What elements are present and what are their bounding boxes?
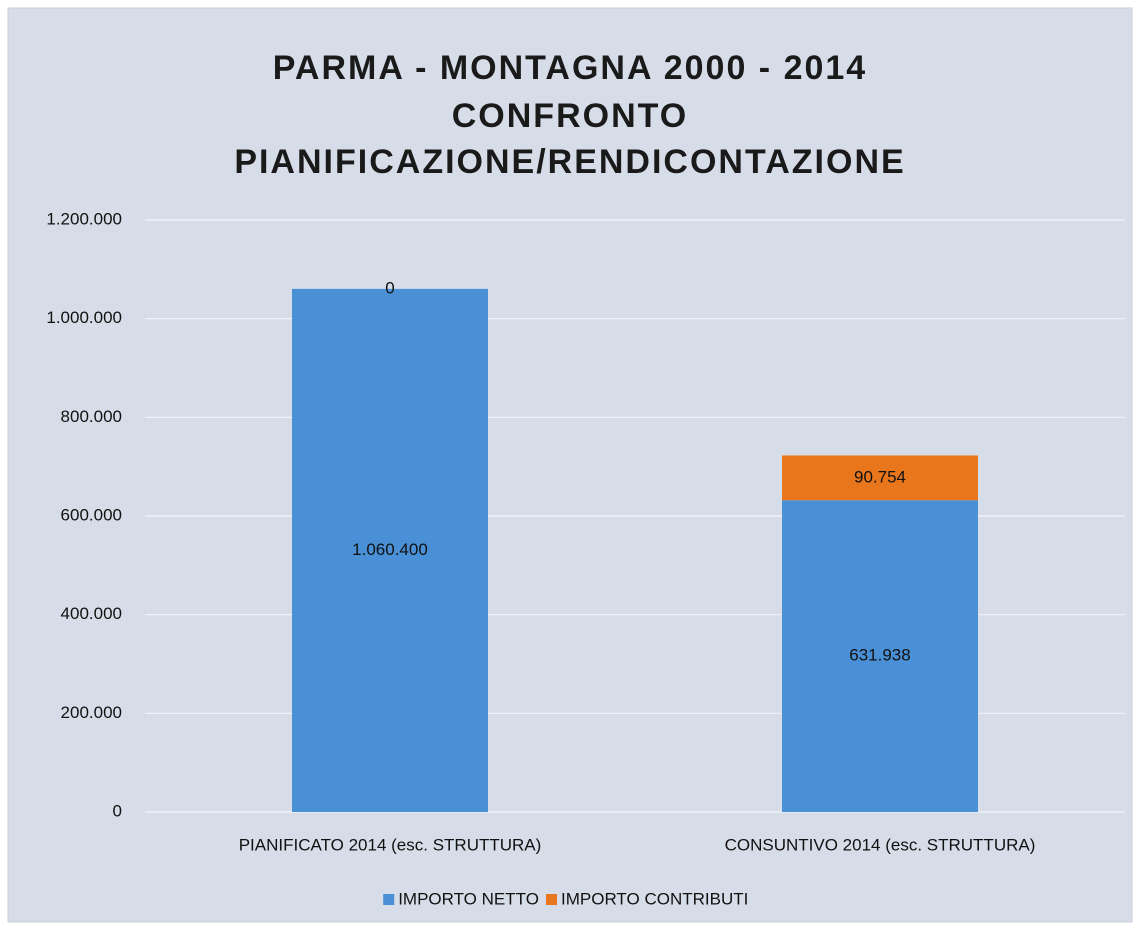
y-tick-label: 0 — [113, 801, 122, 820]
legend-label: IMPORTO NETTO — [398, 889, 539, 908]
y-tick-label: 1.200.000 — [46, 209, 122, 228]
y-tick-label: 400.000 — [61, 604, 122, 623]
legend-swatch — [383, 894, 395, 905]
chart-title: PIANIFICAZIONE/RENDICONTAZIONE — [234, 143, 905, 181]
legend-label: IMPORTO CONTRIBUTI — [561, 889, 748, 908]
data-label: 631.938 — [849, 646, 910, 665]
y-tick-label: 200.000 — [61, 703, 122, 722]
x-tick-label: CONSUNTIVO 2014 (esc. STRUTTURA) — [725, 835, 1036, 854]
y-tick-label: 600.000 — [61, 505, 122, 524]
y-tick-label: 800.000 — [61, 407, 122, 426]
bar-segment — [782, 455, 978, 501]
bar-segment — [782, 500, 978, 812]
legend-swatch — [546, 894, 557, 905]
bar-segment — [292, 288, 488, 812]
data-label: 0 — [385, 278, 394, 297]
chart-title: CONFRONTO — [452, 97, 688, 135]
data-label: 90.754 — [854, 467, 906, 486]
y-tick-label: 1.000.000 — [46, 308, 122, 327]
chart-title: PARMA - MONTAGNA 2000 - 2014 — [273, 49, 867, 87]
data-label: 1.060.400 — [352, 540, 428, 559]
x-tick-label: PIANIFICATO 2014 (esc. STRUTTURA) — [239, 835, 542, 854]
